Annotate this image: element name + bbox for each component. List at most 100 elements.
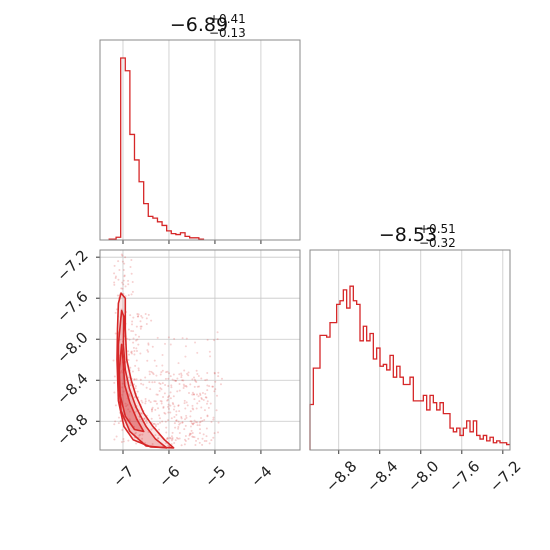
scatter-point bbox=[141, 437, 144, 440]
scatter-point bbox=[173, 441, 176, 444]
scatter-point bbox=[133, 396, 136, 399]
scatter-point bbox=[175, 419, 178, 422]
scatter-point bbox=[129, 314, 132, 317]
hist1-series-line bbox=[108, 57, 205, 240]
scatter-point bbox=[135, 359, 138, 362]
scatter-point bbox=[191, 432, 194, 435]
scatter-point bbox=[124, 402, 127, 405]
scatter-point bbox=[128, 394, 131, 397]
scatter-point bbox=[175, 436, 178, 439]
scatter-point bbox=[113, 264, 116, 267]
scatter-point bbox=[182, 387, 185, 390]
scatter-point bbox=[205, 427, 208, 430]
scatter-point bbox=[162, 406, 165, 409]
scatter-point bbox=[129, 265, 132, 268]
scatter-point bbox=[183, 443, 186, 446]
scatter-point bbox=[193, 378, 196, 381]
scatter-point bbox=[205, 396, 208, 399]
scatter-point bbox=[165, 371, 168, 374]
scatter-point bbox=[153, 422, 156, 425]
scatter-point bbox=[119, 420, 122, 423]
scatter-point bbox=[196, 385, 199, 388]
scatter-point bbox=[184, 440, 187, 443]
scatter-point bbox=[127, 283, 130, 286]
scatter-point bbox=[126, 403, 129, 406]
scatter-point bbox=[187, 437, 190, 440]
scatter-point bbox=[173, 405, 176, 408]
scatter-point bbox=[164, 377, 167, 380]
scatter-point bbox=[202, 398, 205, 401]
scatter-point bbox=[178, 432, 181, 435]
title-1-value: −6.89 bbox=[170, 14, 228, 36]
scatter-point bbox=[137, 367, 140, 370]
scatter-point bbox=[177, 437, 180, 440]
scatter-point bbox=[206, 414, 209, 417]
scatter-point bbox=[166, 370, 169, 373]
scatter-point bbox=[199, 392, 202, 395]
scatter-point bbox=[151, 381, 154, 384]
scatter-point bbox=[154, 423, 157, 426]
scatter-point bbox=[183, 402, 186, 405]
scatter-point bbox=[145, 421, 148, 424]
scatter-point bbox=[167, 411, 170, 414]
scatter-point bbox=[122, 440, 125, 443]
scatter-point bbox=[174, 379, 177, 382]
scatter-point bbox=[132, 316, 135, 319]
scatter-point bbox=[156, 336, 159, 339]
scatter-point bbox=[169, 375, 172, 378]
scatter-point bbox=[159, 400, 162, 403]
scatter-point bbox=[197, 395, 200, 398]
scatter-point bbox=[144, 402, 147, 405]
scatter-point bbox=[159, 421, 162, 424]
scatter-point bbox=[185, 401, 188, 404]
scatter-point bbox=[180, 374, 183, 377]
scatter-point bbox=[198, 432, 201, 435]
scatter-point bbox=[122, 437, 125, 440]
scatter-point bbox=[175, 410, 178, 413]
scatter-point bbox=[130, 272, 133, 275]
scatter-point bbox=[170, 386, 173, 389]
scatter-point bbox=[189, 425, 192, 428]
scatter-point bbox=[153, 381, 156, 384]
scatter-point bbox=[171, 437, 174, 440]
scatter-point bbox=[114, 275, 117, 278]
scatter-point bbox=[134, 364, 137, 367]
scatter-point bbox=[193, 398, 196, 401]
scatter-point bbox=[130, 351, 133, 354]
scatter-point bbox=[184, 434, 187, 437]
scatter-point bbox=[212, 418, 215, 421]
scatter-point bbox=[113, 281, 116, 284]
scatter-point bbox=[131, 320, 134, 323]
scatter-point bbox=[118, 268, 121, 271]
scatter-point bbox=[189, 383, 192, 386]
scatter-point bbox=[134, 432, 137, 435]
scatter-point bbox=[126, 337, 129, 340]
scatter-point bbox=[198, 421, 201, 424]
scatter-point bbox=[191, 422, 194, 425]
scatter-point bbox=[130, 248, 132, 250]
contour-outer bbox=[116, 292, 175, 449]
scatter-point bbox=[177, 404, 180, 407]
scatter-point bbox=[124, 256, 127, 259]
scatter-point bbox=[140, 314, 143, 317]
scatter-point bbox=[183, 428, 186, 431]
scatter-point bbox=[190, 420, 193, 423]
scatter-point bbox=[121, 386, 124, 389]
scatter-point bbox=[161, 382, 164, 385]
scatter-point bbox=[164, 383, 167, 386]
scatter-point bbox=[123, 262, 126, 265]
scatter-point bbox=[168, 395, 171, 398]
scatter-point bbox=[145, 317, 148, 320]
scatter-point bbox=[200, 406, 203, 409]
scatter-point bbox=[165, 426, 168, 429]
hist2-x-tick-label: −8.8 bbox=[322, 457, 360, 495]
scatter-point bbox=[168, 372, 171, 375]
scatter-point bbox=[190, 432, 193, 435]
scatter-point bbox=[190, 429, 193, 432]
scatter-point bbox=[216, 338, 219, 341]
scatter-point bbox=[131, 290, 134, 293]
hist1-frame bbox=[99, 39, 301, 241]
scatter-point bbox=[181, 421, 184, 424]
scatter-point bbox=[204, 396, 207, 399]
